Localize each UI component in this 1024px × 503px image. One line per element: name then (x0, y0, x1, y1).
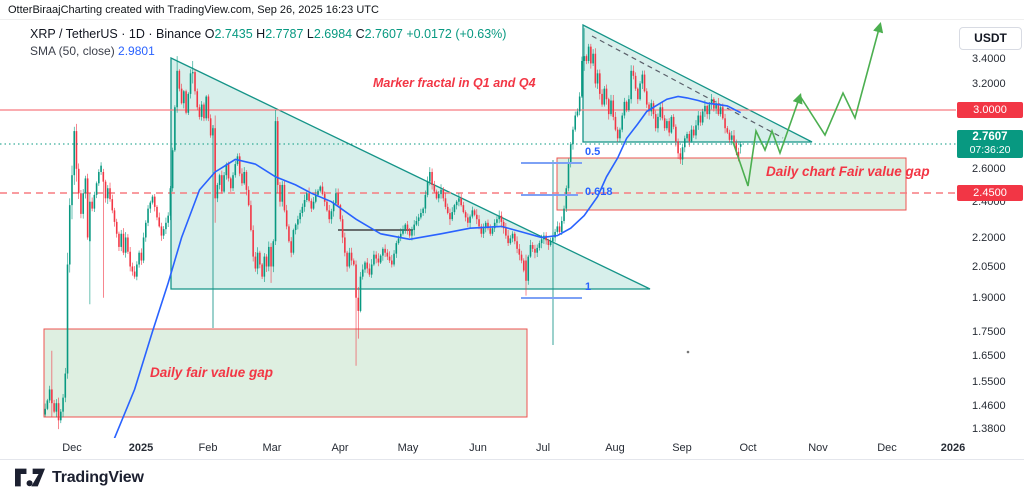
price-tick-label: 1.3800 (972, 423, 1006, 435)
projection-zigzag-1[interactable] (732, 93, 803, 187)
last-price-value: 2.7607 (972, 131, 1008, 143)
ohlc-high: H2.7787 (256, 27, 304, 41)
projection-zigzag-2[interactable] (799, 21, 884, 137)
price-level-badge[interactable]: 3.0000 (957, 102, 1023, 118)
annotation-text[interactable]: Daily chart Fair value gap (766, 164, 930, 179)
descending-triangle-1[interactable] (170, 56, 651, 290)
fib-level-label: 0.618 (585, 186, 613, 198)
time-tick-label: Feb (198, 442, 218, 454)
last-price-badge[interactable]: 2.7607 07:36:20 (957, 130, 1023, 158)
legend-row-sma: SMA (50, close) 2.9801 (30, 43, 506, 59)
time-tick-label: May (397, 442, 419, 454)
price-tick-label: 1.6500 (972, 350, 1006, 362)
attribution-bar: OtterBiraajCharting created with Trading… (0, 0, 1024, 20)
currency-toggle-usdt[interactable]: USDT (959, 27, 1022, 50)
time-tick-label: 2025 (128, 442, 154, 454)
price-tick-label: 1.7500 (972, 326, 1006, 338)
change-value: +0.0172 (+0.63%) (406, 27, 507, 41)
price-tick-label: 1.9000 (972, 292, 1006, 304)
attribution-text: OtterBiraajCharting created with Trading… (8, 4, 379, 16)
time-tick-label: Nov (808, 442, 828, 454)
symbol-title[interactable]: XRP / TetherUS · 1D · Binance (30, 27, 202, 41)
price-tick-label: 3.4000 (972, 53, 1006, 65)
price-tick-label: 2.2000 (972, 232, 1006, 244)
annotation-text[interactable]: Daily fair value gap (150, 365, 274, 380)
sma-indicator-label[interactable]: SMA (50, close) (30, 44, 115, 58)
price-tick-label: 2.6000 (972, 163, 1006, 175)
bar-countdown: 07:36:20 (969, 144, 1011, 156)
time-tick-label: Dec (877, 442, 897, 454)
sma50-line[interactable] (94, 95, 742, 487)
time-tick-label: Jun (469, 442, 487, 454)
sma-value: 2.9801 (118, 44, 155, 58)
time-tick-label: Mar (262, 442, 282, 454)
time-tick-label: Sep (672, 442, 692, 454)
ohlc-low: L2.6984 (306, 27, 353, 41)
price-tick-label: 3.2000 (972, 78, 1006, 90)
time-tick-label: Apr (331, 442, 349, 454)
fib-level-label: 0.5 (585, 146, 601, 158)
price-level-badge[interactable]: 2.4500 (957, 185, 1023, 201)
fib-level-label: 1 (585, 281, 592, 293)
dashed-trendline[interactable] (591, 35, 784, 139)
price-tick-label: 1.5500 (972, 376, 1006, 388)
tradingview-branding[interactable]: TradingView (15, 468, 144, 487)
price-tick-label: 1.4600 (972, 400, 1006, 412)
tradingview-logo-icon (15, 468, 45, 487)
fvg-zone-1[interactable] (43, 328, 528, 418)
footer-divider (0, 459, 1024, 460)
time-tick-label: Aug (605, 442, 625, 454)
legend-row-main: XRP / TetherUS · 1D · Binance O2.7435 H2… (30, 26, 506, 42)
brand-wordmark: TradingView (52, 468, 144, 486)
fvg-zone-2[interactable] (556, 157, 907, 211)
ohlc-open: O2.7435 (204, 27, 253, 41)
time-tick-label: Oct (739, 442, 757, 454)
stray-dot (686, 350, 690, 354)
time-tick-label: Jul (535, 442, 551, 454)
time-tick-label: 2026 (940, 442, 966, 454)
price-tick-label: 2.0500 (972, 261, 1006, 273)
ohlc-close: C2.7607 (355, 27, 403, 41)
time-tick-label: Dec (62, 442, 82, 454)
candlestick-series (44, 28, 742, 430)
annotation-text[interactable]: Marker fractal in Q1 and Q4 (373, 76, 536, 90)
exchange-label: Binance (156, 27, 202, 41)
symbol-legend: XRP / TetherUS · 1D · Binance O2.7435 H2… (30, 26, 506, 59)
interval-label: 1D (128, 27, 145, 41)
descending-triangle-2[interactable] (582, 23, 813, 143)
